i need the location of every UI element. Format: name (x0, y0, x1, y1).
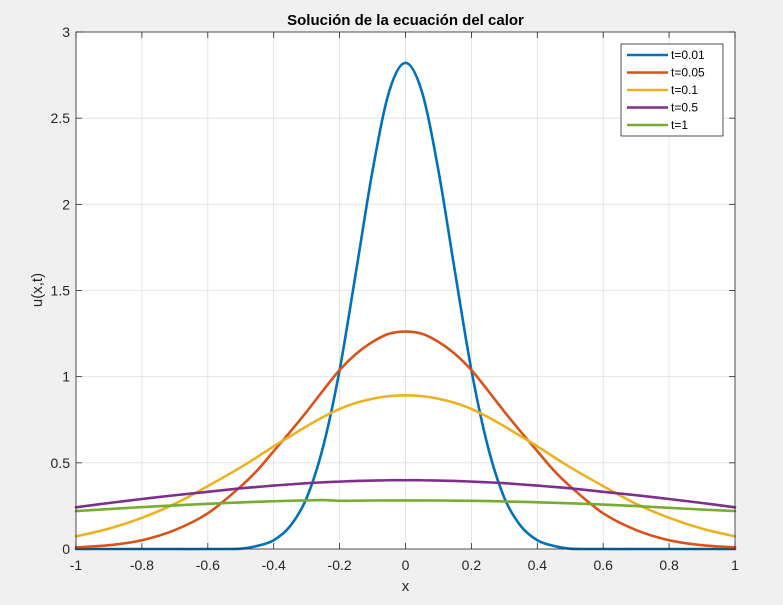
y-tick-labels: 0 0.5 1 1.5 2 2.5 3 (51, 24, 71, 557)
x-tick-label: 1 (731, 557, 739, 573)
x-tick-label: 0 (402, 557, 410, 573)
legend-label-1: t=0.05 (671, 66, 705, 80)
legend-label-2: t=0.1 (671, 83, 698, 97)
series-line-4 (74, 498, 737, 513)
y-tick-label: 0.5 (51, 455, 71, 471)
x-tick-label: 0.8 (659, 557, 679, 573)
x-axis-label: x (402, 578, 410, 595)
y-tick-label: 1.5 (51, 283, 71, 299)
y-tick-label: 1 (62, 369, 70, 385)
x-tick-label: 0.2 (462, 557, 482, 573)
x-tick-label: -0.2 (328, 557, 352, 573)
series-line-2 (74, 393, 737, 538)
series-line-3 (74, 478, 737, 509)
x-tick-label: -0.4 (262, 557, 286, 573)
y-axis-label: u(x,t) (29, 273, 46, 307)
x-tick-label: -0.6 (196, 557, 220, 573)
y-tick-label: 0 (62, 541, 70, 557)
x-tick-label: 0.4 (528, 557, 548, 573)
legend: t=0.01 t=0.05 t=0.1 t=0.5 t=1 (620, 43, 724, 137)
legend-label-4: t=1 (671, 118, 688, 132)
series-line-1 (74, 330, 737, 549)
legend-label-3: t=0.5 (671, 101, 698, 115)
legend-label-0: t=0.01 (671, 48, 705, 62)
x-tick-label: -1 (70, 557, 83, 573)
chart-title: Solución de la ecuación del calor (287, 12, 524, 29)
series-lines (74, 61, 737, 551)
x-tick-label: -0.8 (130, 557, 154, 573)
axis-ticks (75, 31, 736, 550)
y-tick-label: 2 (62, 196, 70, 212)
x-tick-labels: -1 -0.8 -0.6 -0.4 -0.2 0 0.2 0.4 0.6 0.8 1 (70, 557, 739, 573)
legend-items: t=0.01 t=0.05 t=0.1 t=0.5 t=1 (627, 48, 705, 132)
x-tick-label: 0.6 (593, 557, 613, 573)
series-line-0 (74, 61, 737, 551)
y-tick-label: 2.5 (51, 110, 71, 126)
y-tick-label: 3 (62, 24, 70, 40)
